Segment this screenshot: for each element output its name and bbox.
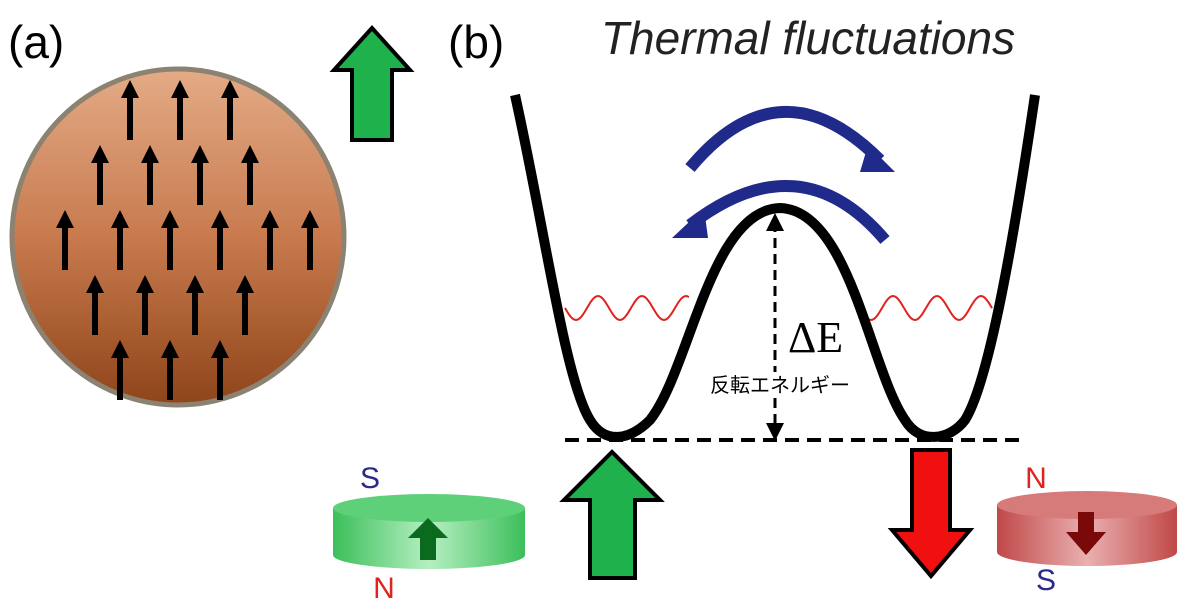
magnet-top	[333, 494, 525, 522]
fluctuation-arrow	[690, 112, 880, 168]
pole-label: N	[373, 572, 395, 605]
thermal-wave	[565, 296, 689, 320]
title: Thermal fluctuations	[601, 12, 1015, 64]
barrier-caption: 反転エネルギー	[710, 373, 850, 397]
pole-label: S	[1036, 564, 1056, 597]
pole-label: S	[360, 462, 380, 495]
down-state-arrow	[892, 450, 970, 576]
thermal-wave	[860, 296, 992, 320]
figure: (a) (b) Thermal fluctuations ΔE 反転エネルギー …	[0, 0, 1184, 606]
up-state-arrow	[564, 452, 660, 578]
pole-label: N	[1025, 462, 1047, 495]
barrier-symbol: ΔE	[788, 313, 843, 362]
panel-label: (a)	[8, 16, 64, 68]
magnetization-arrow	[334, 28, 410, 140]
panel-label: (b)	[448, 16, 504, 68]
arrow-head	[672, 208, 708, 238]
